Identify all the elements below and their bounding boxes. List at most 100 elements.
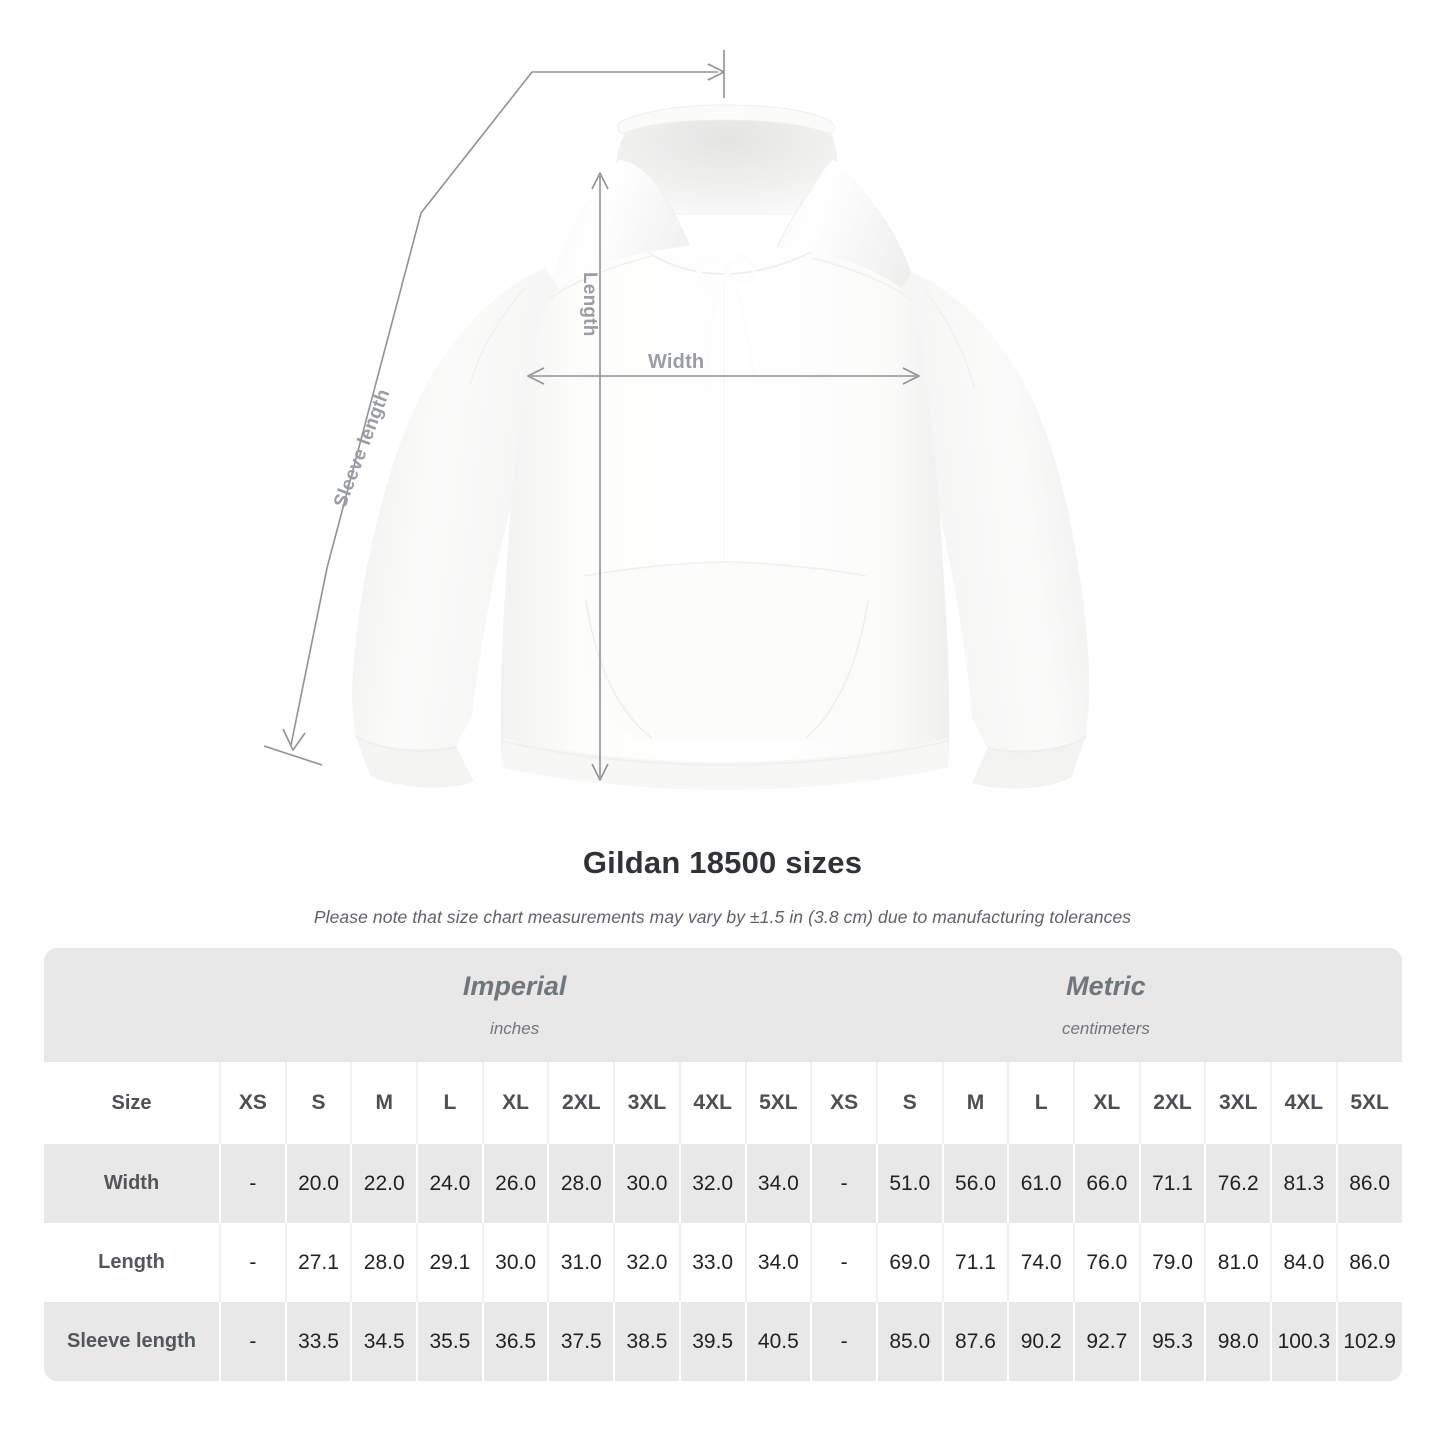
cell: 22.0 — [350, 1144, 417, 1223]
header-cell-imperial-xs: XS — [219, 1062, 285, 1144]
header-cell-metric-xl: XL — [1072, 1062, 1139, 1144]
cell: 38.5 — [613, 1302, 679, 1381]
cell: 32.0 — [613, 1223, 679, 1302]
cell: 35.5 — [416, 1302, 482, 1381]
hoodie-illustration — [263, 50, 1090, 790]
hoodie-left-sleeve — [352, 268, 568, 788]
hoodie-right-sleeve — [890, 272, 1090, 789]
cell: 61.0 — [1007, 1144, 1073, 1223]
cell: 84.0 — [1270, 1223, 1336, 1302]
cell: 33.0 — [678, 1223, 745, 1302]
cell: 98.0 — [1204, 1302, 1271, 1381]
header-cell-metric-s: S — [875, 1062, 942, 1144]
cell: 81.3 — [1270, 1144, 1336, 1223]
tolerance-note: Please note that size chart measurements… — [313, 907, 1132, 927]
cell: 40.5 — [744, 1302, 811, 1381]
imperial-unit-sub: inches — [490, 1019, 540, 1038]
cell: 34.0 — [744, 1223, 811, 1302]
header-cell-imperial-l: L — [416, 1062, 482, 1144]
cell: 29.1 — [416, 1223, 482, 1302]
header-cell-metric-4xl: 4XL — [1270, 1062, 1336, 1144]
header-cell-metric-l: L — [1007, 1062, 1073, 1144]
cell: 26.0 — [481, 1144, 548, 1223]
cell: 66.0 — [1072, 1144, 1139, 1223]
cell: - — [219, 1144, 285, 1223]
hoodie-drawstring — [696, 250, 758, 388]
cell: 33.5 — [284, 1302, 351, 1381]
table-row: Sleeve length - 33.5 34.5 35.5 36.5 37.5… — [44, 1302, 1402, 1381]
cell: 69.0 — [875, 1223, 942, 1302]
metric-unit-cell: Metric centimeters — [810, 948, 1402, 1062]
width-measure-arrow — [527, 367, 920, 385]
metric-unit-sub: centimeters — [1061, 1019, 1150, 1038]
cell: - — [810, 1302, 876, 1381]
cell: 34.5 — [350, 1302, 417, 1381]
cell: 30.0 — [481, 1223, 548, 1302]
unit-banner-spacer — [44, 948, 219, 1062]
cell: 81.0 — [1204, 1223, 1271, 1302]
sleeve-bottom-tick — [263, 745, 323, 766]
cell: 76.2 — [1204, 1144, 1271, 1223]
metric-unit-name: Metric — [1066, 971, 1146, 1001]
header-cell-metric-2xl: 2XL — [1138, 1062, 1205, 1144]
imperial-unit-name: Imperial — [462, 971, 567, 1001]
cell: 28.0 — [547, 1144, 614, 1223]
size-corner-label: Size — [44, 1062, 219, 1144]
length-measure-arrow — [591, 172, 609, 781]
sleeve-length-measure-arrow — [263, 50, 725, 766]
imperial-unit-cell: Imperial inches — [219, 948, 811, 1062]
cell: 31.0 — [547, 1223, 614, 1302]
header-cell-imperial-xl: XL — [481, 1062, 548, 1144]
table-row: Width - 20.0 22.0 24.0 26.0 28.0 30.0 32… — [44, 1144, 1402, 1223]
page-title: Gildan 18500 sizes — [582, 845, 863, 880]
cell: 32.0 — [678, 1144, 745, 1223]
cell: 37.5 — [547, 1302, 614, 1381]
cell: 36.5 — [481, 1302, 548, 1381]
cell: 87.6 — [941, 1302, 1008, 1381]
header-cell-imperial-5xl: 5XL — [744, 1062, 811, 1144]
cell: 86.0 — [1335, 1223, 1402, 1302]
cell: 20.0 — [284, 1144, 351, 1223]
header-cell-imperial-4xl: 4XL — [678, 1062, 745, 1144]
cell: - — [219, 1302, 285, 1381]
table-row: Length - 27.1 28.0 29.1 30.0 31.0 32.0 3… — [44, 1223, 1402, 1302]
cell: 86.0 — [1335, 1144, 1402, 1223]
cell: 92.7 — [1072, 1302, 1139, 1381]
width-dimension-label: Width — [648, 351, 705, 373]
hoodie-measurement-diagram: Length Width Sleeve length — [263, 50, 1090, 790]
cell: 90.2 — [1007, 1302, 1073, 1381]
chart-heading-block: Gildan 18500 sizes Please note that size… — [0, 845, 1445, 928]
length-dimension-label: Length — [579, 272, 600, 337]
cell: 102.9 — [1335, 1302, 1402, 1381]
header-cell-imperial-m: M — [350, 1062, 417, 1144]
cell: - — [219, 1223, 285, 1302]
cell: 34.0 — [744, 1144, 811, 1223]
row-label-width: Width — [44, 1144, 219, 1223]
cell: 100.3 — [1270, 1302, 1336, 1381]
header-cell-metric-5xl: 5XL — [1335, 1062, 1402, 1144]
cell: - — [810, 1223, 876, 1302]
cell: 85.0 — [875, 1302, 942, 1381]
cell: 51.0 — [875, 1144, 942, 1223]
cell: 76.0 — [1072, 1223, 1139, 1302]
unit-banner-row: Imperial inches Metric centimeters — [44, 948, 1402, 1062]
size-table-wrapper: Imperial inches Metric centimeters Size … — [44, 948, 1402, 1381]
size-header-row: Size XS S M L XL 2XL 3XL 4XL 5XL XS S M … — [44, 1062, 1402, 1144]
cell: 71.1 — [1138, 1144, 1205, 1223]
header-cell-imperial-s: S — [284, 1062, 351, 1144]
cell: 30.0 — [613, 1144, 679, 1223]
header-cell-metric-3xl: 3XL — [1204, 1062, 1271, 1144]
cell: 74.0 — [1007, 1223, 1073, 1302]
cell: - — [810, 1144, 876, 1223]
hoodie-body — [500, 244, 950, 790]
header-cell-metric-m: M — [941, 1062, 1008, 1144]
cell: 95.3 — [1138, 1302, 1205, 1381]
row-label-length: Length — [44, 1223, 219, 1302]
cell: 79.0 — [1138, 1223, 1205, 1302]
header-cell-imperial-3xl: 3XL — [613, 1062, 679, 1144]
header-cell-imperial-2xl: 2XL — [547, 1062, 614, 1144]
cell: 24.0 — [416, 1144, 482, 1223]
measurement-lines — [263, 50, 920, 781]
header-cell-metric-xs: XS — [810, 1062, 876, 1144]
